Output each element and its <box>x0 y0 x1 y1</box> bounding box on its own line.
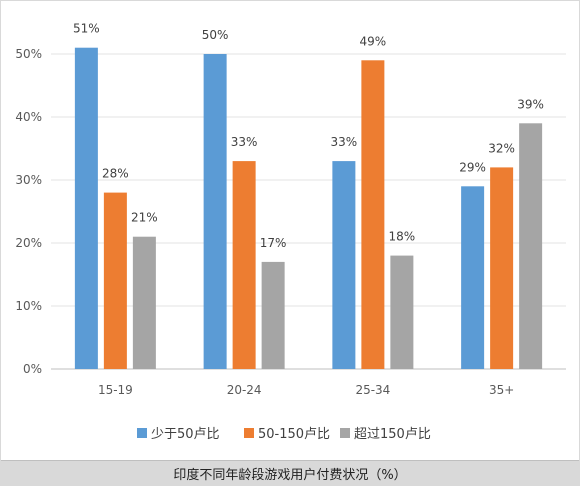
bar <box>390 255 414 369</box>
bars <box>74 47 543 370</box>
x-tick-label: 15-19 <box>98 383 133 397</box>
bar <box>232 161 256 369</box>
x-axis-ticks: 15-19 20-24 25-34 35+ <box>98 383 514 397</box>
legend: 少于50卢比 50-150卢比 超过150卢比 <box>137 426 431 442</box>
bar <box>361 60 385 370</box>
y-tick-label: 0% <box>23 362 42 376</box>
bar <box>519 123 543 369</box>
data-label: 28% <box>102 167 129 181</box>
bar <box>261 261 285 369</box>
data-label: 29% <box>459 160 486 174</box>
data-label: 21% <box>131 211 158 225</box>
data-label: 33% <box>231 135 258 149</box>
y-tick-label: 30% <box>15 173 42 187</box>
data-label: 50% <box>202 28 229 42</box>
y-tick-label: 50% <box>15 47 42 61</box>
y-tick-label: 10% <box>15 299 42 313</box>
legend-label: 少于50卢比 <box>151 426 220 442</box>
x-tick-label: 20-24 <box>227 383 262 397</box>
data-label: 49% <box>360 34 387 48</box>
bar <box>132 236 156 369</box>
y-tick-label: 40% <box>15 110 42 124</box>
bar <box>103 192 127 369</box>
data-label: 33% <box>331 135 358 149</box>
data-label: 18% <box>389 230 416 244</box>
data-label: 51% <box>73 22 100 36</box>
bar-chart: 0% 10% 20% 30% 40% 50% 51% 28% 21% 50% 33% 17% 33% 4… <box>15 22 566 442</box>
data-labels: 51% 28% 21% 50% 33% 17% 33% 49% 18% 29%32% 39% <box>73 22 544 250</box>
data-label: 39% <box>517 97 544 111</box>
caption-bar: 印度不同年龄段游戏用户付费状况（%） <box>1 460 579 486</box>
legend-swatch <box>137 428 147 438</box>
bar <box>490 167 514 369</box>
data-label: 32% <box>488 141 515 155</box>
y-tick-label: 20% <box>15 236 42 250</box>
legend-swatch <box>340 428 350 438</box>
bar <box>461 186 485 369</box>
legend-label: 50-150卢比 <box>258 426 330 442</box>
x-tick-label: 25-34 <box>355 383 390 397</box>
bar <box>74 47 98 369</box>
bar <box>203 54 227 369</box>
gridlines <box>51 53 566 370</box>
y-axis-ticks: 0% 10% 20% 30% 40% 50% <box>15 47 42 376</box>
x-tick-label: 35+ <box>489 383 514 397</box>
data-label: 17% <box>260 236 287 250</box>
legend-label: 超过150卢比 <box>354 426 431 442</box>
figure-caption: 印度不同年龄段游戏用户付费状况（%） <box>173 468 407 483</box>
bar <box>332 161 356 369</box>
legend-swatch <box>244 428 254 438</box>
